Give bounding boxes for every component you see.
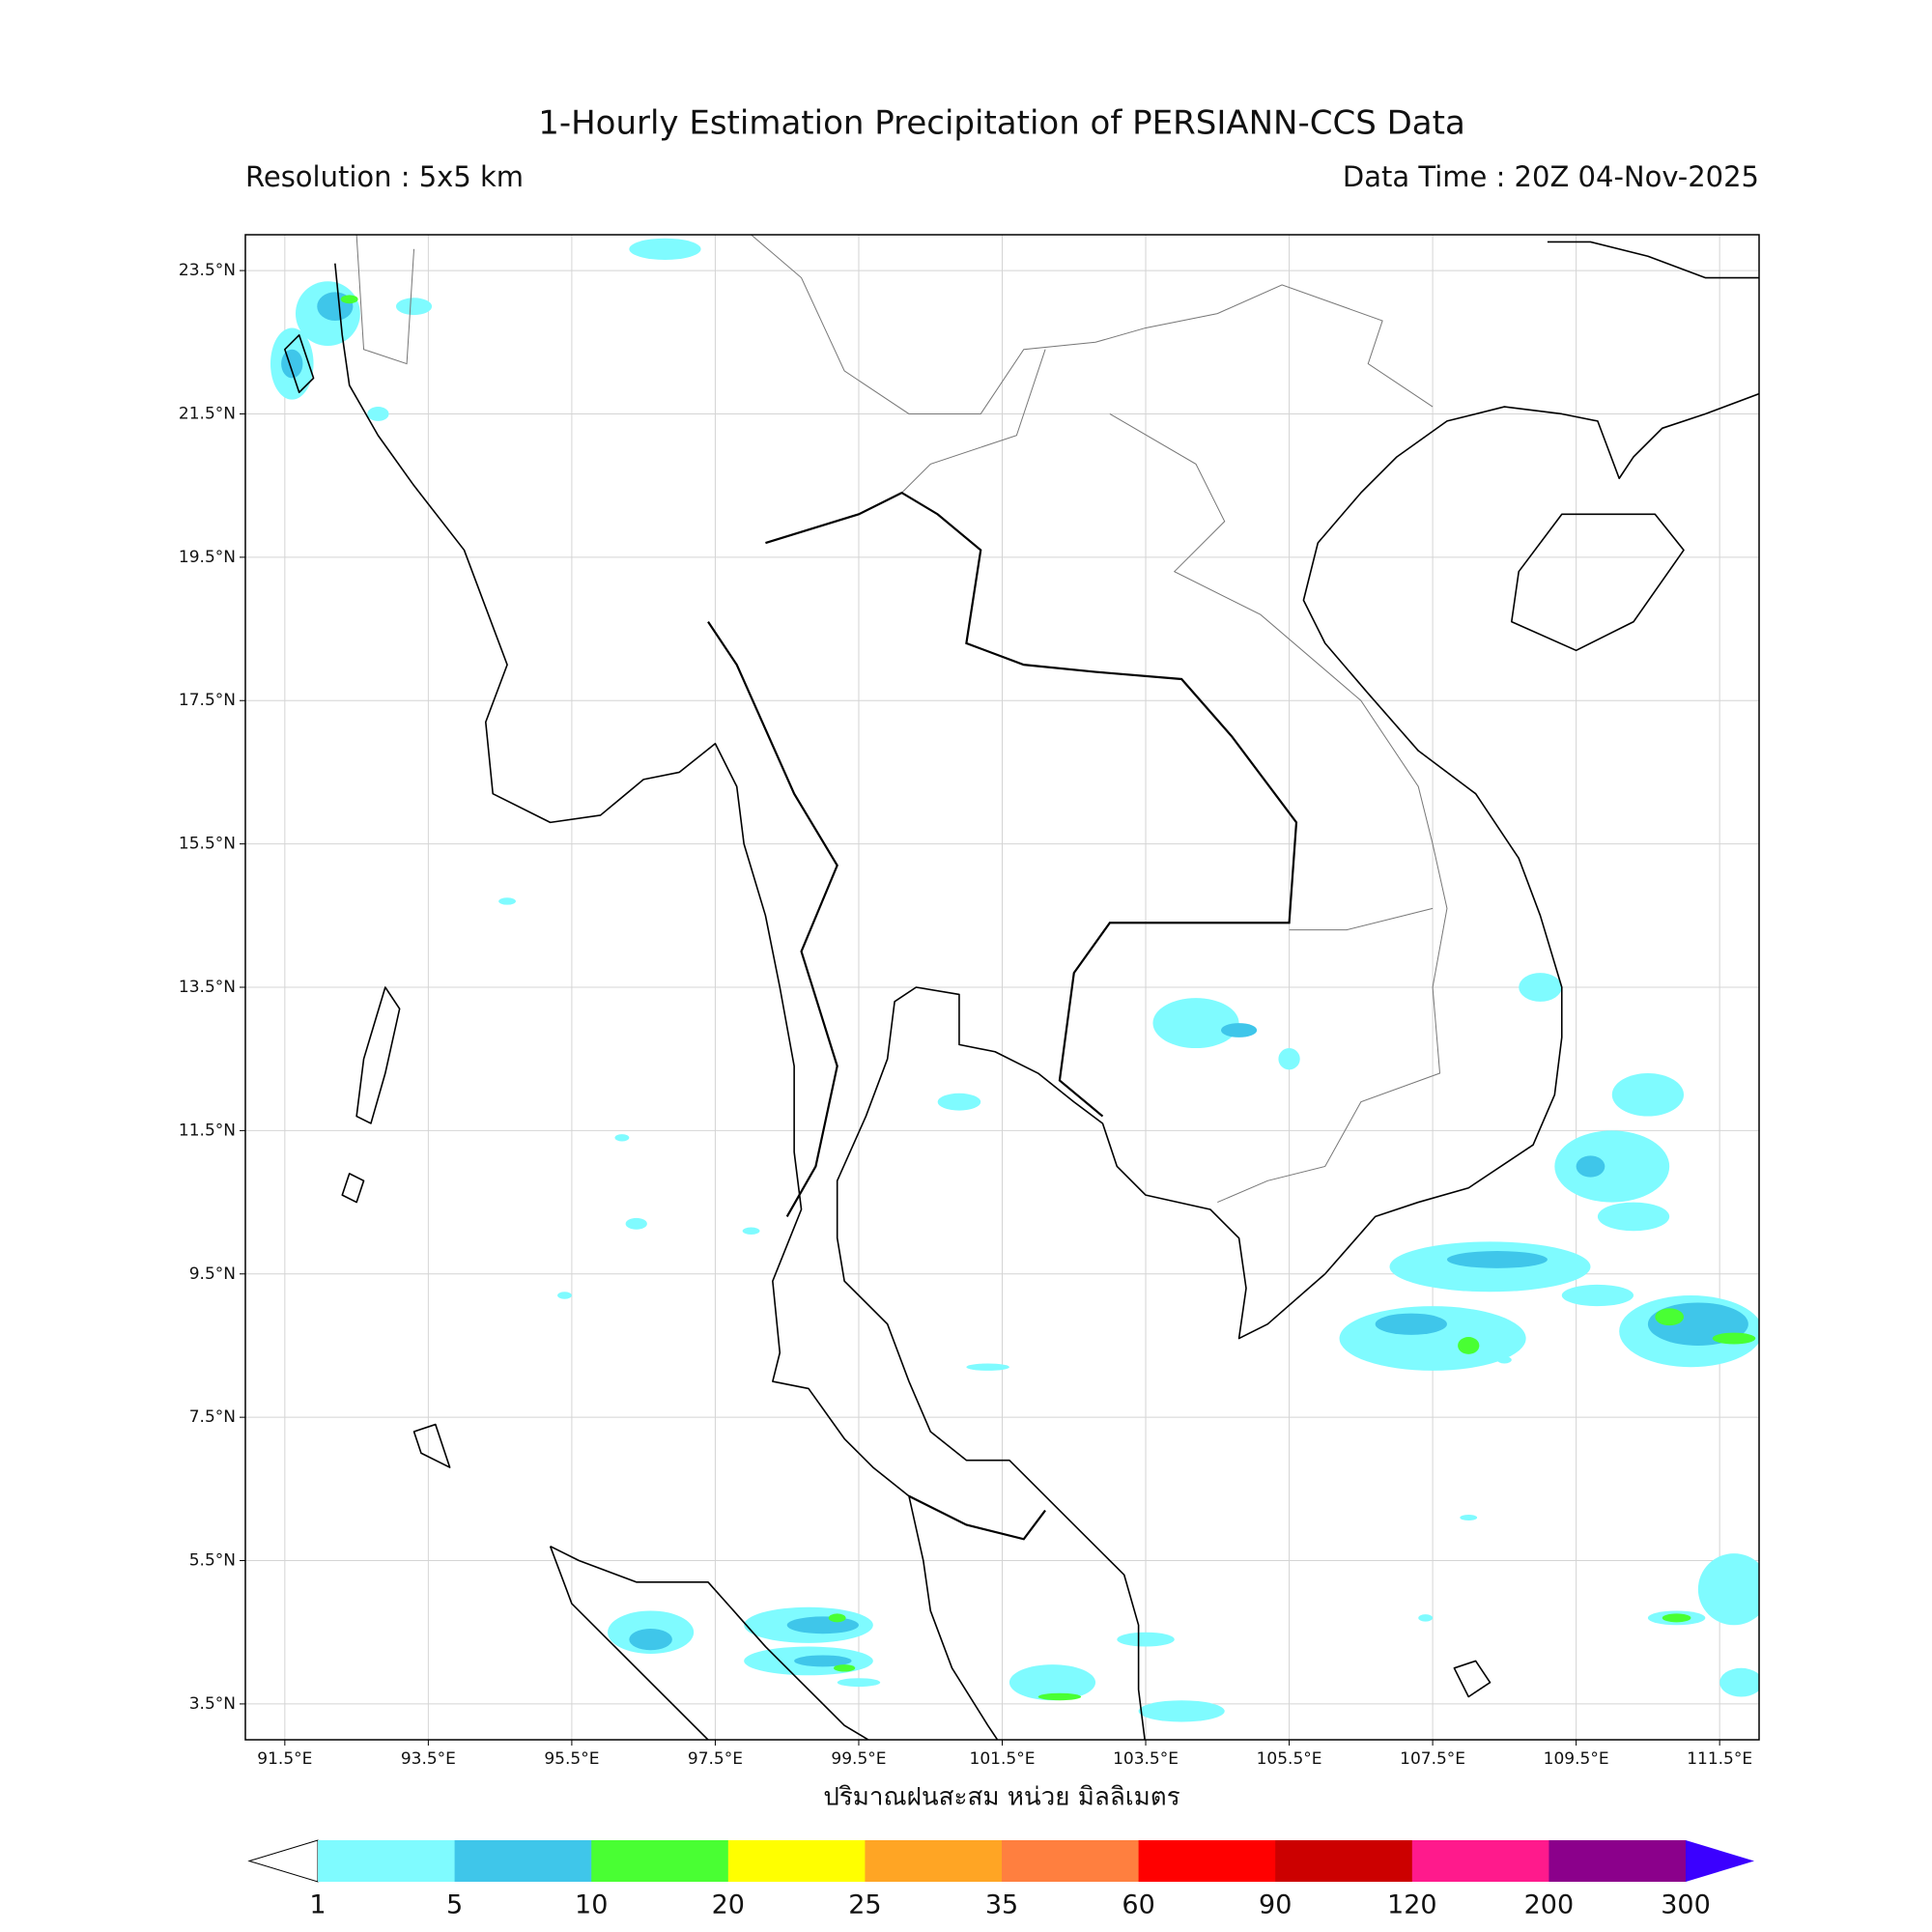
x-tick-label: 93.5°E (401, 1749, 456, 1769)
y-tick-label: 19.5°N (179, 548, 236, 567)
y-tick-label: 9.5°N (189, 1264, 236, 1284)
y-tick-label: 23.5°N (179, 261, 236, 280)
y-tick-label: 17.5°N (179, 691, 236, 710)
colorbar-box (454, 1840, 592, 1882)
colorbar-box (318, 1840, 456, 1882)
colorbar-level: 10 (575, 1890, 608, 1920)
colorbar-level: 1 (309, 1890, 326, 1920)
borders (356, 235, 1447, 1203)
colorbar-level: 200 (1524, 1890, 1575, 1920)
data-time: Data Time : 20Z 04-Nov-2025 (1343, 160, 1759, 193)
grid (245, 235, 1759, 1740)
colorbar-level: 25 (848, 1890, 881, 1920)
colorbar-level: 60 (1122, 1890, 1154, 1920)
x-tick-label: 107.5°E (1400, 1749, 1465, 1769)
colorbar-level: 120 (1387, 1890, 1437, 1920)
map-title: 1-Hourly Estimation Precipitation of PER… (538, 104, 1465, 143)
colorbar-box (1275, 1840, 1413, 1882)
colorbar-level: 5 (446, 1890, 463, 1920)
y-tick-label: 5.5°N (189, 1551, 236, 1571)
y-tick-label: 15.5°N (179, 835, 236, 854)
x-tick-label: 105.5°E (1257, 1749, 1322, 1769)
colorbar-level: 20 (712, 1890, 745, 1920)
x-tick-label: 111.5°E (1687, 1749, 1752, 1769)
colorbar: 1 5 10 20 25 35 60 90 120 200 300 (247, 1839, 1754, 1920)
y-tick-label: 3.5°N (189, 1694, 236, 1714)
y-tick-label: 13.5°N (179, 978, 236, 997)
colorbar-level: 90 (1259, 1890, 1292, 1920)
colorbar-level: 35 (985, 1890, 1018, 1920)
resolution: Resolution : 5x5 km (245, 160, 524, 193)
colorbar-box (1411, 1840, 1549, 1882)
y-tick-label: 21.5°N (179, 404, 236, 423)
x-tick-label: 101.5°E (970, 1749, 1036, 1769)
colorbar-box (1138, 1840, 1276, 1882)
x-tick-label: 91.5°E (257, 1749, 312, 1769)
colorbar-box (1002, 1840, 1140, 1882)
x-tick-label: 97.5°E (688, 1749, 743, 1769)
x-tick-label: 99.5°E (831, 1749, 886, 1769)
x-tick-label: 95.5°E (544, 1749, 599, 1769)
map-area (270, 235, 1759, 1747)
y-tick-label: 7.5°N (189, 1407, 236, 1427)
geography (270, 235, 1759, 1747)
colorbar-box (591, 1840, 729, 1882)
colorbar-under (247, 1839, 319, 1883)
x-tick-label: 103.5°E (1113, 1749, 1179, 1769)
x-tick-label: 109.5°E (1544, 1749, 1609, 1769)
colorbar-box (865, 1840, 1003, 1882)
colorbar-over (1686, 1840, 1754, 1882)
rain (270, 238, 1759, 1722)
colorbar-box (1548, 1840, 1687, 1882)
y-tick-label: 11.5°N (179, 1121, 236, 1140)
colorbar-level: 300 (1661, 1890, 1711, 1920)
colorbar-box (727, 1840, 866, 1882)
colorbar-label: ปริมาณฝนสะสม หน่วย มิลลิเมตร (823, 1783, 1179, 1812)
